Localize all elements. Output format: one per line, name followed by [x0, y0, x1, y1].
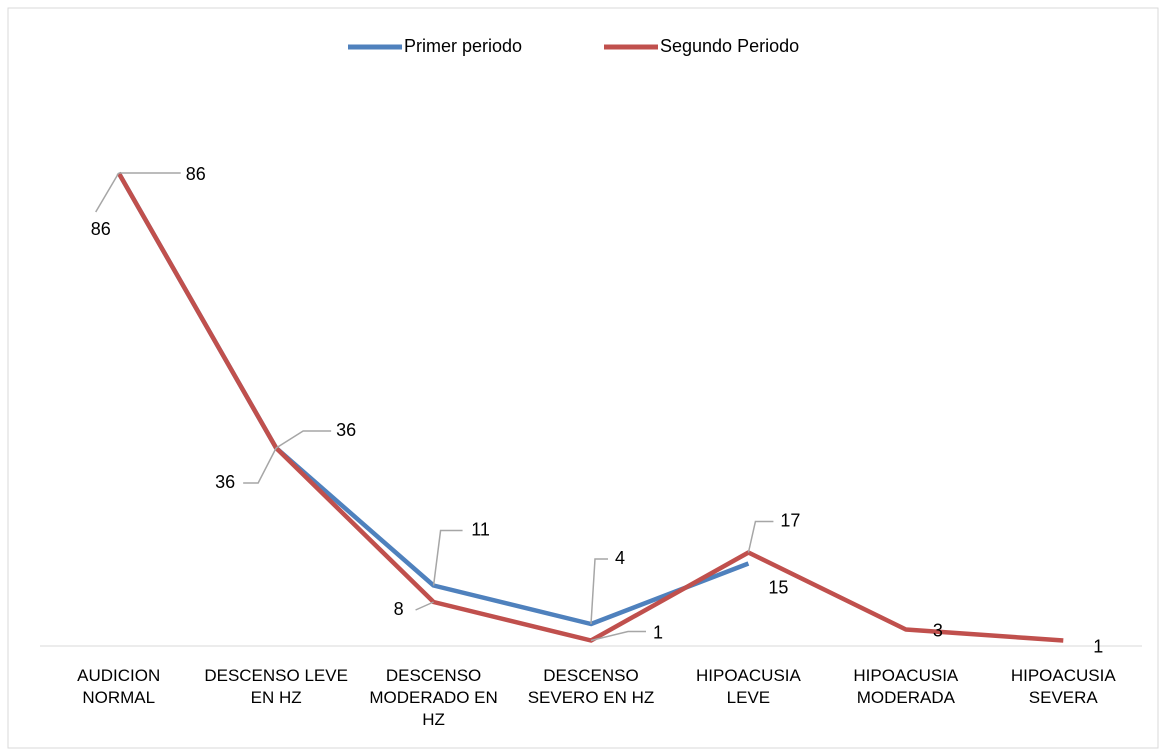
data-label: 1 [1093, 636, 1103, 656]
leader-line [590, 630, 646, 642]
x-tick-label: DESCENSO LEVE EN HZ [204, 666, 348, 707]
data-label: 1 [653, 622, 663, 642]
data-label: 36 [215, 472, 235, 492]
chart-border [7, 7, 1159, 749]
leader-line [432, 529, 463, 586]
data-label: 11 [471, 519, 490, 539]
data-label: 36 [336, 420, 356, 440]
x-tick-label: HIPOACUSIA LEVE [695, 666, 801, 707]
legend-label: Segundo Periodo [660, 36, 799, 56]
data-label: 8 [394, 599, 404, 619]
data-label: 86 [186, 164, 206, 184]
leader-line [747, 520, 774, 553]
data-label: 17 [780, 510, 800, 530]
leader-line [243, 447, 277, 484]
data-label: 15 [768, 577, 788, 597]
x-tick-label: HIPOACUSIA MODERADA [853, 666, 959, 707]
x-tick-label: AUDICION NORMAL [77, 666, 161, 707]
data-label: 4 [615, 548, 625, 568]
leader-line [95, 172, 120, 213]
series-line [116, 171, 750, 627]
x-tick-label: DESCENSO MODERADO EN HZ [369, 666, 498, 729]
leader-line [275, 430, 332, 449]
data-label: 3 [933, 620, 943, 640]
legend-label: Primer periodo [404, 36, 522, 56]
series-line [116, 171, 1064, 643]
data-label: 86 [91, 219, 111, 239]
x-tick-label: HIPOACUSIA SEVERA [1010, 666, 1116, 707]
leader-line [415, 601, 434, 611]
leader-line [590, 558, 608, 625]
x-tick-label: DESCENSO SEVERO EN HZ [527, 666, 655, 707]
